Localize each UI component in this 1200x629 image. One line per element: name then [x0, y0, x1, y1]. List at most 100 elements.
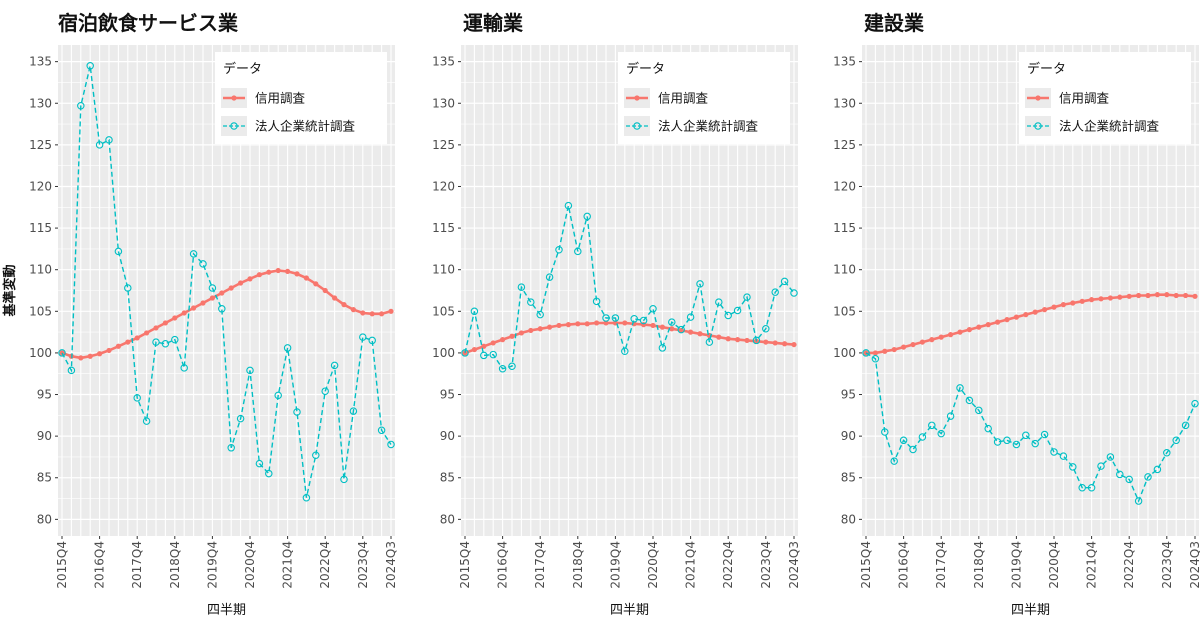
legend-title: データ: [223, 61, 262, 77]
data-point-corporate: [330, 361, 339, 370]
y-tick-label: 115: [432, 221, 455, 235]
data-point-credit: [1023, 312, 1029, 318]
y-tick-label: 100: [432, 346, 455, 360]
legend-marker-credit: [1035, 95, 1041, 101]
data-point-credit: [966, 327, 973, 333]
x-tick-label: 2016Q4: [93, 541, 107, 589]
data-point-credit: [1192, 293, 1198, 299]
data-point-corporate: [67, 366, 76, 375]
data-point-credit: [200, 300, 206, 306]
x-tick-label: 2016Q4: [897, 541, 911, 589]
x-tick-label: 2019Q4: [1009, 541, 1023, 589]
data-point-corporate: [480, 351, 488, 360]
y-tick-label: 120: [432, 179, 455, 193]
data-point-credit: [115, 343, 121, 349]
x-tick-label: 2023Q4: [1160, 541, 1174, 589]
data-point-credit: [985, 322, 991, 328]
data-point-corporate: [630, 315, 638, 323]
data-point-credit: [901, 344, 907, 350]
data-point-credit: [490, 340, 496, 346]
legend-label: 法人企業統計調査: [1059, 119, 1160, 134]
panel-title: 建設業: [864, 11, 925, 35]
data-point-corporate: [649, 305, 657, 313]
data-point-corporate: [255, 459, 264, 468]
data-point-corporate: [105, 136, 113, 144]
data-point-corporate: [293, 408, 301, 416]
data-point-corporate: [696, 280, 704, 288]
data-point-credit: [872, 350, 879, 356]
x-tick-label: 2017Q4: [533, 541, 547, 589]
data-point-corporate: [236, 414, 245, 423]
data-point-corporate: [733, 306, 742, 315]
legend-marker-credit: [231, 95, 237, 101]
data-point-corporate: [58, 349, 66, 357]
data-point-corporate: [189, 250, 198, 258]
x-tick-label: 2022Q4: [1122, 541, 1136, 589]
data-point-credit: [256, 272, 262, 278]
y-tick-label: 130: [833, 96, 856, 110]
data-point-credit: [659, 324, 666, 330]
data-point-corporate: [899, 436, 908, 445]
legend-key-background: [1025, 116, 1051, 136]
y-tick-label: 105: [432, 304, 455, 318]
data-point-credit: [162, 320, 168, 326]
data-point-corporate: [302, 493, 311, 502]
data-point-credit: [763, 339, 769, 345]
data-point-credit: [565, 322, 572, 328]
x-tick-label: 2022Q4: [721, 541, 735, 589]
y-tick-label: 130: [29, 96, 52, 110]
data-point-corporate: [1097, 462, 1105, 470]
data-point-corporate: [133, 394, 141, 402]
y-tick-label: 80: [440, 512, 455, 526]
data-point-credit: [678, 327, 684, 334]
data-point-corporate: [312, 451, 320, 460]
data-point-corporate: [1144, 473, 1152, 481]
data-point-credit: [603, 320, 609, 326]
x-tick-label: 2017Q4: [130, 541, 144, 589]
data-point-credit: [275, 267, 281, 274]
data-point-credit: [134, 335, 140, 341]
data-point-corporate: [658, 344, 667, 352]
data-point-corporate: [975, 406, 983, 415]
data-point-corporate: [918, 433, 927, 441]
legend-label: 信用調査: [255, 91, 306, 106]
data-point-credit: [332, 295, 338, 301]
data-point-credit: [1051, 304, 1057, 310]
data-point-credit: [1032, 309, 1038, 315]
data-point-corporate: [218, 305, 226, 313]
x-axis-label: 四半期: [1011, 603, 1050, 618]
data-point-credit: [891, 346, 897, 353]
data-point-credit: [957, 329, 963, 335]
x-axis-label: 四半期: [207, 603, 246, 618]
panel-title: 運輸業: [463, 11, 524, 35]
data-point-credit: [379, 311, 385, 317]
data-point-credit: [976, 324, 982, 330]
panel-title: 宿泊飲食サービス業: [58, 11, 239, 35]
data-point-credit: [1042, 307, 1048, 313]
y-tick-label: 90: [841, 429, 856, 443]
data-point-credit: [322, 287, 328, 294]
data-point-corporate: [161, 340, 170, 348]
data-point-corporate: [274, 391, 282, 400]
data-point-credit: [1098, 296, 1104, 302]
data-point-corporate: [715, 298, 723, 306]
data-point-corporate: [1087, 483, 1096, 492]
data-point-credit: [882, 348, 888, 354]
data-point-credit: [1070, 300, 1076, 306]
data-point-corporate: [668, 318, 676, 326]
data-point-corporate: [946, 412, 955, 420]
data-point-credit: [1145, 292, 1151, 299]
y-tick-label: 110: [432, 263, 455, 277]
y-tick-label: 120: [833, 179, 856, 193]
data-point-credit: [303, 275, 309, 281]
series-line-corporate: [865, 352, 1196, 503]
data-point-corporate: [1078, 483, 1086, 492]
legend-marker-corporate: [230, 122, 238, 130]
data-point-corporate: [780, 277, 789, 286]
data-point-corporate: [199, 260, 207, 268]
data-point-credit: [125, 339, 131, 345]
x-tick-label: 2024Q3: [1188, 541, 1200, 589]
y-tick-label: 110: [833, 263, 856, 277]
